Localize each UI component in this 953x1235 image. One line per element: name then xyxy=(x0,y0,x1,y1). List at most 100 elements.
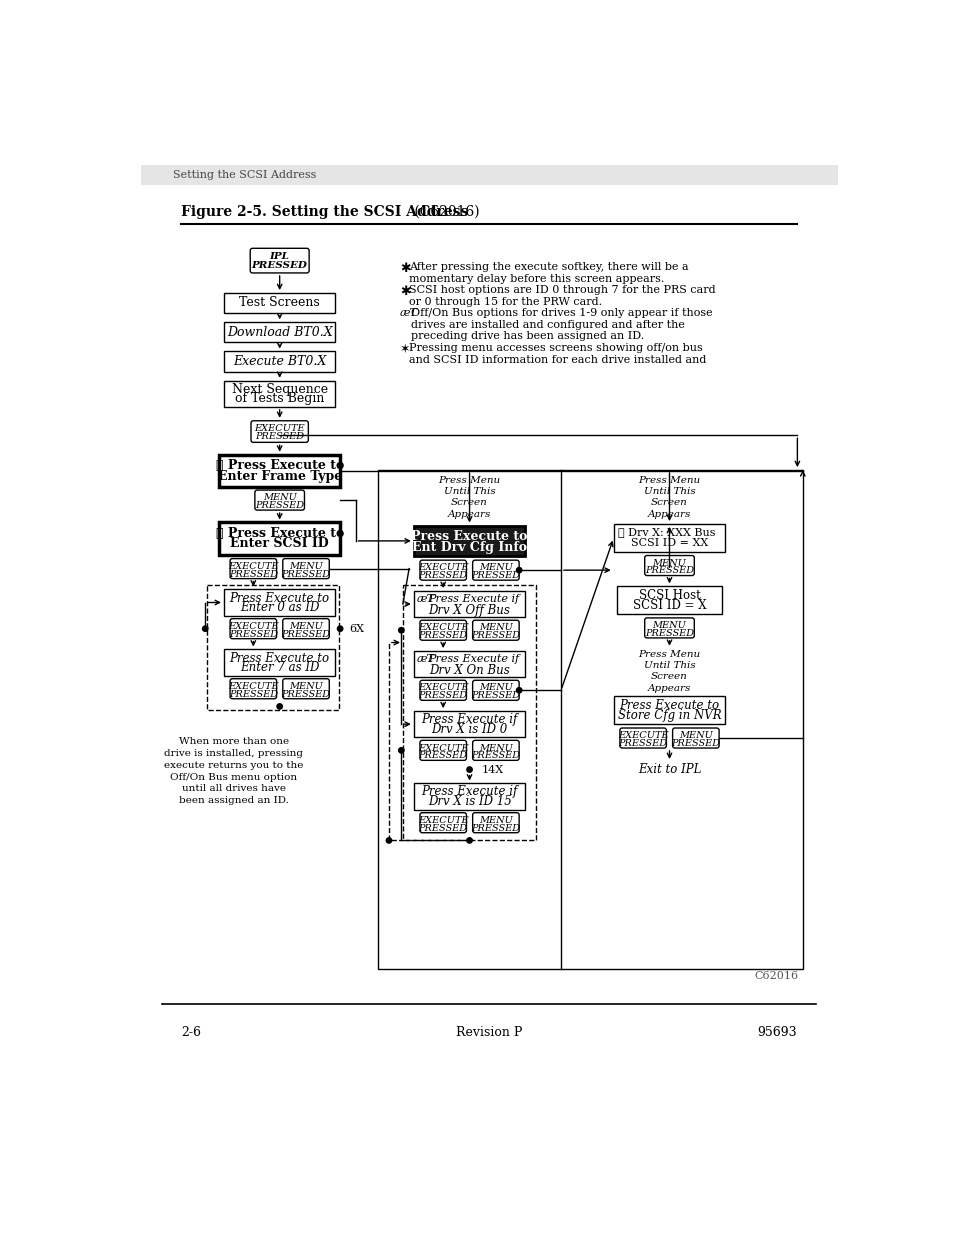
FancyBboxPatch shape xyxy=(254,490,304,510)
Text: PRESSED: PRESSED xyxy=(229,630,277,638)
Text: 95693: 95693 xyxy=(756,1025,796,1039)
Text: Ent Drv Cfg Info: Ent Drv Cfg Info xyxy=(412,541,526,553)
FancyBboxPatch shape xyxy=(414,526,525,556)
FancyBboxPatch shape xyxy=(414,711,525,737)
FancyBboxPatch shape xyxy=(419,561,466,580)
Text: EXECUTE: EXECUTE xyxy=(417,563,468,572)
Text: EXECUTE: EXECUTE xyxy=(417,683,468,693)
Text: IPL: IPL xyxy=(270,252,290,262)
Text: Figure 2-5. Setting the SCSI Address: Figure 2-5. Setting the SCSI Address xyxy=(181,205,468,219)
FancyBboxPatch shape xyxy=(224,322,335,342)
Text: Off/On Bus options for drives 1-9 only appear if those: Off/On Bus options for drives 1-9 only a… xyxy=(410,309,712,319)
Text: PRESSED: PRESSED xyxy=(418,692,467,700)
Text: Press Execute if: Press Execute if xyxy=(421,785,517,798)
Text: MENU: MENU xyxy=(679,731,712,740)
Text: MENU: MENU xyxy=(289,622,323,631)
Text: 6X: 6X xyxy=(349,624,364,634)
FancyBboxPatch shape xyxy=(282,679,329,699)
Text: PRESSED: PRESSED xyxy=(471,824,520,832)
Text: (C62016): (C62016) xyxy=(410,205,479,219)
FancyBboxPatch shape xyxy=(419,680,466,700)
FancyBboxPatch shape xyxy=(219,454,340,487)
Text: MENU: MENU xyxy=(262,493,296,503)
Circle shape xyxy=(386,837,392,844)
Text: MENU: MENU xyxy=(652,558,686,568)
Circle shape xyxy=(516,567,521,573)
Text: PRESSED: PRESSED xyxy=(281,689,331,699)
Text: PRESSED: PRESSED xyxy=(229,569,277,578)
Text: Drv X is ID 15: Drv X is ID 15 xyxy=(427,795,511,809)
Circle shape xyxy=(276,704,282,709)
Text: EXECUTE: EXECUTE xyxy=(228,682,278,690)
FancyBboxPatch shape xyxy=(613,697,724,724)
Text: When more than one
drive is installed, pressing
execute returns you to the
Off/O: When more than one drive is installed, p… xyxy=(164,737,303,805)
Text: PRESSED: PRESSED xyxy=(229,689,277,699)
Text: ✶: ✶ xyxy=(399,343,410,356)
Text: PRESSED: PRESSED xyxy=(418,824,467,832)
Circle shape xyxy=(398,747,404,753)
Text: momentary delay before this screen appears.: momentary delay before this screen appea… xyxy=(409,274,664,284)
Text: PRESSED: PRESSED xyxy=(254,501,304,510)
Text: MENU: MENU xyxy=(289,562,323,571)
Text: Press Execute if: Press Execute if xyxy=(421,713,517,726)
Text: PRESSED: PRESSED xyxy=(252,261,307,269)
Text: Press Execute if: Press Execute if xyxy=(427,653,518,663)
FancyBboxPatch shape xyxy=(250,248,309,273)
Text: PRESSED: PRESSED xyxy=(254,432,304,441)
Text: ✱ Press Execute to: ✱ Press Execute to xyxy=(215,526,343,540)
Text: drives are installed and configured and after the: drives are installed and configured and … xyxy=(410,320,684,330)
Text: Press Execute to: Press Execute to xyxy=(230,652,330,666)
Text: Enter SCSI ID: Enter SCSI ID xyxy=(230,537,329,551)
Text: Press Execute to: Press Execute to xyxy=(618,699,719,713)
Text: Revision P: Revision P xyxy=(456,1025,521,1039)
Text: Press Execute if: Press Execute if xyxy=(427,594,518,604)
Text: Download BT0.X: Download BT0.X xyxy=(227,326,333,338)
Text: Store Cfg in NVR: Store Cfg in NVR xyxy=(617,709,720,722)
Text: PRESSED: PRESSED xyxy=(418,571,467,580)
Text: Press Menu
Until This
Screen
Appears: Press Menu Until This Screen Appears xyxy=(638,651,700,693)
Text: MENU: MENU xyxy=(478,816,513,825)
Text: PRESSED: PRESSED xyxy=(471,692,520,700)
Circle shape xyxy=(202,626,208,631)
Text: EXECUTE: EXECUTE xyxy=(228,622,278,631)
Text: Enter Frame Type: Enter Frame Type xyxy=(217,469,341,483)
FancyBboxPatch shape xyxy=(644,618,694,638)
Text: ✱ Press Execute to: ✱ Press Execute to xyxy=(215,459,343,472)
Text: MENU: MENU xyxy=(478,743,513,752)
Text: EXECUTE: EXECUTE xyxy=(254,424,305,433)
FancyBboxPatch shape xyxy=(414,651,525,677)
Text: Drv X is ID 0: Drv X is ID 0 xyxy=(431,722,507,736)
Text: EXECUTE: EXECUTE xyxy=(618,731,668,740)
Text: MENU: MENU xyxy=(478,563,513,572)
FancyBboxPatch shape xyxy=(419,620,466,640)
Text: PRESSED: PRESSED xyxy=(644,567,694,576)
FancyBboxPatch shape xyxy=(251,421,308,442)
Text: PRESSED: PRESSED xyxy=(644,629,694,637)
Text: ✱: ✱ xyxy=(399,285,410,299)
Text: EXECUTE: EXECUTE xyxy=(417,816,468,825)
Text: MENU: MENU xyxy=(478,624,513,632)
Circle shape xyxy=(466,767,472,772)
Text: PRESSED: PRESSED xyxy=(618,739,667,748)
FancyBboxPatch shape xyxy=(419,740,466,761)
Text: and SCSI ID information for each drive installed and: and SCSI ID information for each drive i… xyxy=(409,354,706,364)
Text: Press Menu
Until This
Screen
Appears: Press Menu Until This Screen Appears xyxy=(638,477,700,519)
FancyBboxPatch shape xyxy=(224,589,335,615)
FancyBboxPatch shape xyxy=(414,783,525,810)
FancyBboxPatch shape xyxy=(617,587,721,614)
FancyBboxPatch shape xyxy=(141,165,838,185)
FancyBboxPatch shape xyxy=(282,558,329,579)
Circle shape xyxy=(516,688,521,693)
Text: C62016: C62016 xyxy=(754,971,798,981)
Text: 14X: 14X xyxy=(481,764,503,774)
Text: preceding drive has been assigned an ID.: preceding drive has been assigned an ID. xyxy=(410,331,643,341)
Text: Pressing menu accesses screens showing off/on bus: Pressing menu accesses screens showing o… xyxy=(409,343,702,353)
Text: æT: æT xyxy=(399,309,417,319)
FancyBboxPatch shape xyxy=(224,650,335,676)
FancyBboxPatch shape xyxy=(472,740,518,761)
Text: PRESSED: PRESSED xyxy=(671,739,720,748)
Text: æT: æT xyxy=(416,594,435,604)
FancyBboxPatch shape xyxy=(472,620,518,640)
Text: Drv X Off Bus: Drv X Off Bus xyxy=(428,604,510,616)
Text: of Tests Begin: of Tests Begin xyxy=(234,391,324,405)
